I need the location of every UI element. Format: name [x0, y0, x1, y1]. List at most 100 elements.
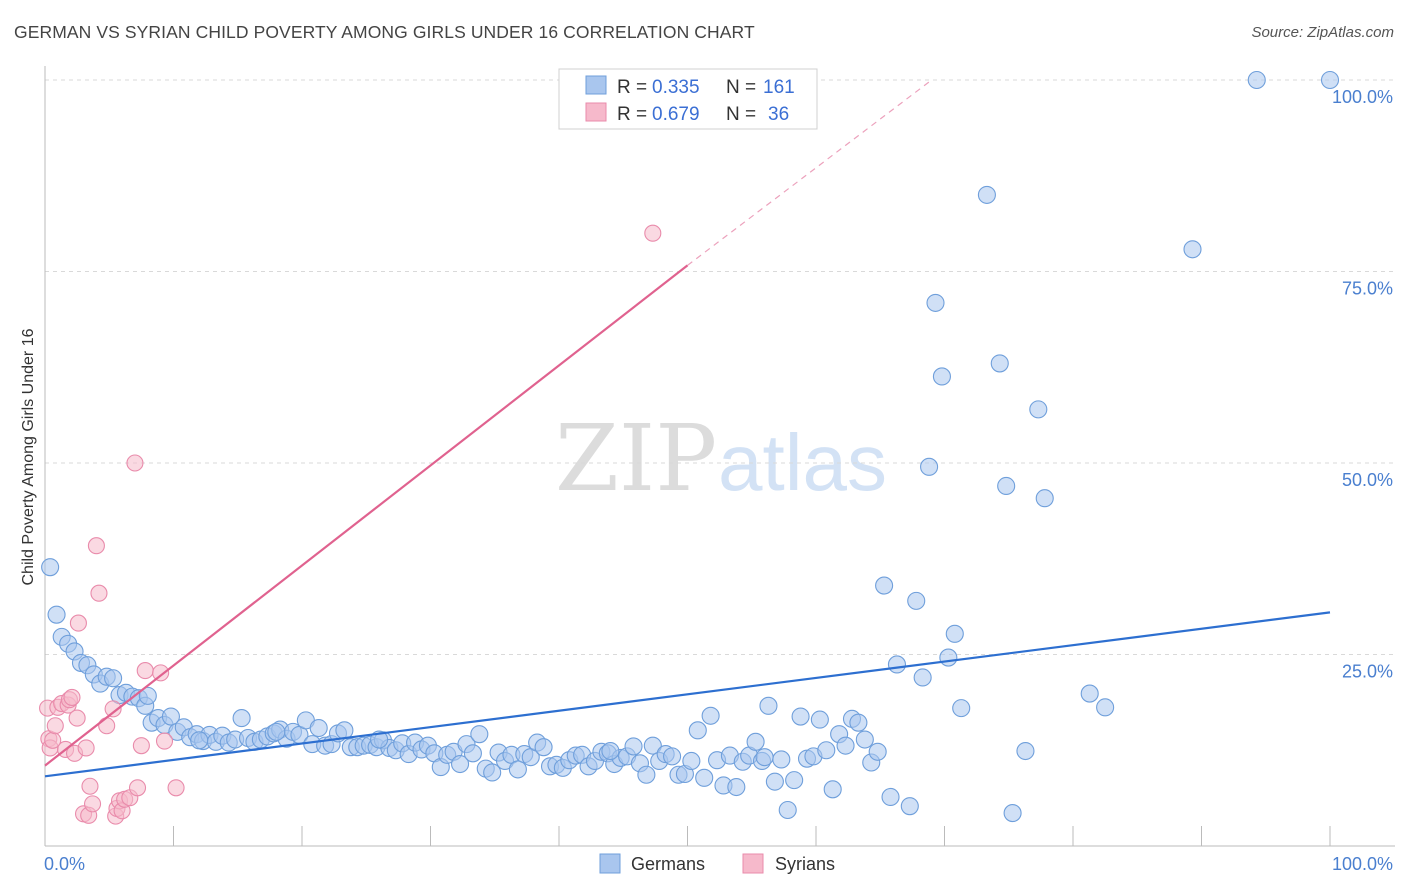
data-point-germans	[836, 736, 855, 755]
data-point-germans	[817, 741, 836, 760]
data-point-syrians	[167, 779, 185, 797]
data-point-germans	[104, 669, 123, 688]
trend-line-syrians	[44, 264, 689, 767]
legend-bottom-germans-label: Germans	[631, 854, 705, 874]
data-point-germans	[759, 696, 778, 715]
grid-lines	[45, 79, 1395, 655]
data-point-germans	[913, 668, 932, 687]
data-point-germans	[637, 765, 656, 784]
data-point-germans	[990, 354, 1009, 373]
y-tick-label: 100.0%	[1332, 87, 1393, 107]
data-point-germans	[534, 738, 553, 757]
data-point-germans	[1320, 70, 1340, 90]
data-point-syrians	[83, 795, 102, 813]
data-point-germans	[138, 686, 157, 705]
legend-syrians-r-label: R =	[617, 104, 647, 125]
data-point-germans	[791, 707, 810, 726]
data-point-syrians	[63, 688, 81, 706]
data-point-germans	[926, 293, 945, 312]
data-point-germans	[695, 768, 714, 787]
data-point-syrians	[155, 732, 174, 750]
data-point-germans	[900, 797, 919, 816]
y-tick-label: 75.0%	[1342, 279, 1393, 299]
data-point-germans	[688, 721, 707, 740]
legend-bottom: Germans Syrians	[599, 853, 835, 874]
data-point-syrians	[81, 777, 99, 795]
legend-germans-r-label: R =	[617, 77, 647, 98]
data-point-germans	[855, 730, 874, 749]
y-tick-label: 25.0%	[1342, 662, 1393, 682]
watermark-atlas: atlas	[718, 418, 887, 507]
data-point-germans	[1096, 698, 1115, 717]
data-point-germans	[1080, 684, 1099, 703]
data-point-germans	[190, 731, 209, 750]
trend-lines	[44, 79, 1331, 778]
data-point-germans	[624, 737, 643, 756]
data-point-germans	[997, 476, 1016, 496]
data-point-germans	[1016, 741, 1035, 761]
data-point-germans	[932, 367, 951, 386]
legend-germans-n-value: 161	[763, 77, 795, 98]
trend-line-germans	[44, 611, 1331, 778]
data-point-germans	[881, 787, 900, 807]
data-point-germans	[746, 732, 765, 751]
data-point-germans	[849, 713, 868, 732]
data-point-germans	[41, 558, 60, 577]
legend-syrians-n-value: 36	[768, 104, 789, 125]
data-point-syrians	[68, 709, 86, 727]
data-point-syrians	[98, 717, 116, 735]
data-point-germans	[868, 742, 887, 761]
data-point-germans	[887, 655, 907, 674]
watermark-zip: ZIP	[555, 405, 717, 512]
data-point-germans	[1035, 489, 1054, 508]
legend-top: R = 0.335 N = 161 R = 0.679 N = 36	[558, 68, 818, 130]
data-point-germans	[772, 750, 791, 769]
data-point-germans	[47, 605, 66, 624]
legend-germans-r-value: 0.335	[652, 77, 700, 98]
y-tick-labels: 25.0% 50.0% 75.0% 100.0%	[1332, 87, 1393, 682]
chart-source: Source: ZipAtlas.com	[1251, 24, 1394, 41]
data-point-germans	[701, 706, 720, 725]
series-germans-points	[41, 70, 1340, 823]
data-point-germans	[470, 725, 489, 744]
data-point-germans	[601, 741, 620, 761]
data-point-syrians	[104, 700, 122, 718]
data-point-germans	[232, 709, 251, 728]
data-point-syrians	[152, 664, 170, 682]
data-point-syrians	[136, 662, 154, 680]
data-point-germans	[451, 754, 470, 774]
data-point-germans	[161, 707, 180, 726]
y-axis-title: Child Poverty Among Girls Under 16	[20, 328, 37, 585]
x-tick-labels: 0.0% 100.0%	[44, 854, 1393, 874]
legend-germans-swatch	[585, 75, 607, 95]
legend-syrians-swatch	[585, 102, 607, 122]
data-point-germans	[778, 800, 797, 820]
data-point-germans	[727, 777, 746, 797]
data-point-germans	[463, 744, 482, 763]
data-point-germans	[823, 780, 842, 799]
data-point-germans	[682, 751, 701, 771]
data-point-germans	[508, 760, 527, 779]
data-point-germans	[309, 718, 328, 738]
data-point-syrians	[87, 537, 105, 555]
data-point-germans	[952, 699, 971, 718]
legend-bottom-germans-swatch	[599, 853, 621, 874]
data-point-syrians	[46, 717, 64, 735]
data-point-syrians	[128, 779, 147, 797]
data-point-germans	[977, 185, 996, 204]
x-tick-label: 100.0%	[1332, 854, 1393, 874]
data-point-germans	[483, 763, 502, 782]
data-point-germans	[663, 747, 682, 766]
data-point-germans	[765, 772, 784, 791]
trend-line-syrians-extension	[687, 79, 933, 266]
data-point-syrians	[644, 224, 662, 242]
x-tick-label: 0.0%	[44, 854, 85, 874]
data-point-germans	[755, 748, 774, 767]
data-point-syrians	[69, 614, 87, 632]
data-point-syrians	[132, 737, 150, 755]
data-point-syrians	[77, 739, 95, 757]
chart-title: GERMAN VS SYRIAN CHILD POVERTY AMONG GIR…	[14, 22, 755, 42]
data-point-germans	[920, 457, 939, 476]
data-point-germans	[1003, 804, 1022, 823]
